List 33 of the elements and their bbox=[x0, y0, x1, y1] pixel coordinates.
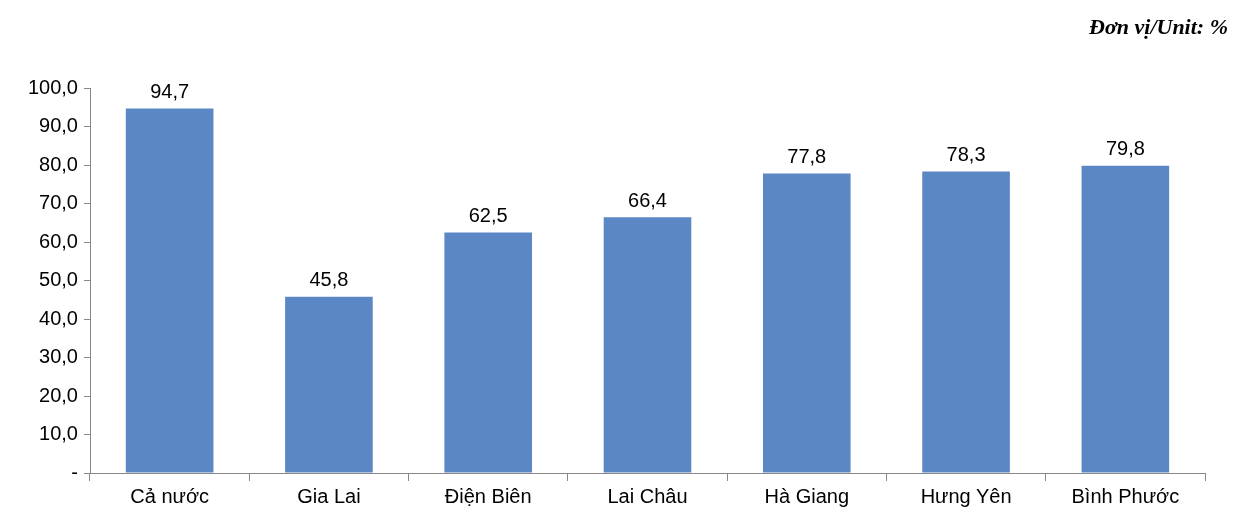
y-tick-label: 80,0 bbox=[39, 152, 78, 175]
data-label: 94,7 bbox=[150, 79, 190, 102]
bar bbox=[125, 108, 214, 473]
data-label: 78,3 bbox=[946, 143, 986, 166]
y-tick-label: 40,0 bbox=[39, 306, 78, 329]
y-tick-label: 70,0 bbox=[39, 191, 78, 214]
y-tick-label: 90,0 bbox=[39, 114, 78, 137]
y-tick-label: 20,0 bbox=[39, 383, 78, 406]
bar bbox=[285, 296, 373, 473]
x-tick-label: Hà Giang bbox=[764, 484, 850, 507]
x-tick-label: Hưng Yên bbox=[920, 484, 1012, 507]
bar bbox=[603, 217, 692, 473]
x-tick-label: Gia Lai bbox=[297, 484, 361, 507]
y-tick-label: - bbox=[71, 460, 78, 483]
x-tick-label: Lai Châu bbox=[607, 484, 688, 507]
bar bbox=[762, 173, 851, 473]
x-tick-label: Bình Phước bbox=[1071, 484, 1180, 507]
data-label: 62,5 bbox=[468, 203, 508, 226]
chart-subtitle: Đơn vị/Unit: % bbox=[1089, 14, 1228, 40]
y-tick-label: 100,0 bbox=[27, 75, 78, 98]
y-tick-label: 50,0 bbox=[39, 268, 78, 291]
data-label: 77,8 bbox=[787, 144, 827, 167]
y-tick-label: 60,0 bbox=[39, 229, 78, 252]
data-label: 66,4 bbox=[628, 188, 667, 211]
data-label: 45,8 bbox=[309, 268, 349, 291]
y-tick-label: 10,0 bbox=[39, 422, 78, 445]
x-tick-label: Cả nước bbox=[130, 484, 210, 507]
bar bbox=[444, 232, 533, 473]
data-label: 79,8 bbox=[1105, 137, 1145, 160]
bar bbox=[1081, 165, 1170, 473]
x-tick-label: Điện Biên bbox=[444, 484, 532, 507]
y-tick-label: 30,0 bbox=[39, 345, 78, 368]
bar bbox=[922, 171, 1010, 473]
